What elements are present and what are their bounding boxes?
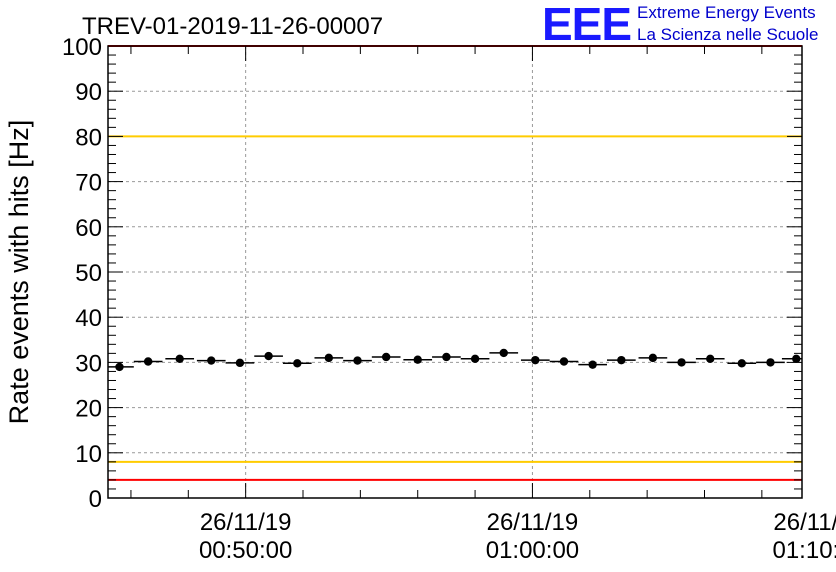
data-point [115,362,124,372]
data-point [737,359,746,368]
x-tick-date: 26/11/19 [487,509,579,536]
data-point [588,360,597,369]
y-tick-label: 70 [75,170,102,197]
data-point [470,354,480,363]
y-tick-labels: 0 10 20 30 40 50 60 70 80 90 100 [62,34,102,513]
reference-lines [108,45,802,481]
data-points [108,348,802,372]
data-point [442,352,451,362]
y-tick-label: 100 [62,34,102,61]
data-point [413,355,422,364]
y-tick-label: 40 [75,305,102,332]
x-tick-time: 00:50:00 [199,537,292,564]
logo-line-2: La Scienza nelle Scuole [637,25,818,44]
logo-mark: EEE [542,0,631,50]
y-tick-label: 10 [75,441,102,468]
y-tick-label: 30 [75,350,102,377]
y-tick-label: 0 [89,486,102,513]
y-tick-label: 50 [75,260,102,287]
data-point [766,358,775,367]
data-point [353,356,362,365]
data-point [381,352,391,362]
data-point [677,358,686,367]
logo-line-1: Extreme Energy Events [637,3,816,22]
plot-frame [107,45,803,499]
x-tick-labels: 26/11/1900:50:0026/11/1901:00:0026/11/19… [199,509,836,564]
x-tick-time: 01:00:00 [486,537,579,564]
x-tick-date: 26/11/19 [200,509,292,536]
data-point [531,355,540,365]
data-point [792,354,801,363]
data-point [235,358,245,368]
chart-title: TREV-01-2019-11-26-00007 [82,13,383,40]
data-point [207,356,216,365]
y-tick-label: 80 [75,124,102,151]
x-tick-time: 01:10:00 [772,537,836,564]
data-point [324,353,334,363]
data-point [143,357,153,366]
y-tick-label: 60 [75,215,102,242]
data-point [706,354,715,363]
eee-logo: EEE Extreme Energy Events La Scienza nel… [542,0,818,50]
data-point [617,355,626,365]
y-tick-label: 20 [75,396,102,423]
data-point [648,353,658,363]
data-point [175,354,184,363]
y-axis-label: Rate events with hits [Hz] [4,120,34,425]
data-point [293,359,302,368]
data-point [499,348,508,358]
data-point [559,357,569,366]
y-tick-label: 90 [75,79,102,106]
grid [108,46,802,498]
x-tick-date: 26/11/19 [773,509,836,536]
data-point [264,351,273,361]
